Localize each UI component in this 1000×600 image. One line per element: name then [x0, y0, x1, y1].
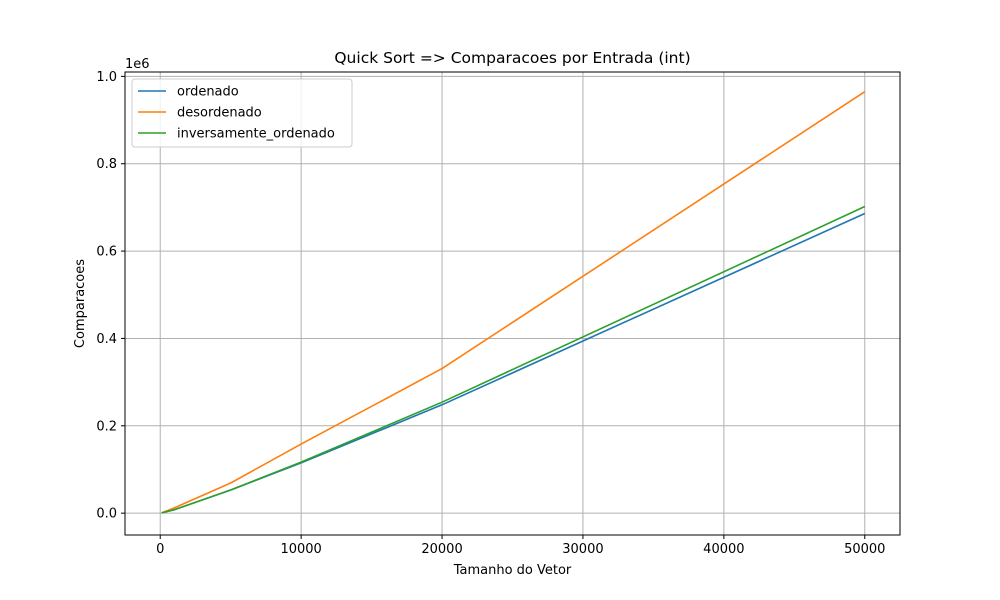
legend: ordenado desordenado inversamente_ordenado [131, 78, 353, 148]
y-tick-label: 1.0 [96, 70, 117, 85]
y-tick-label: 0.2 [96, 419, 117, 434]
legend-label: desordenado [177, 106, 262, 121]
x-tick-label: 20000 [421, 542, 462, 557]
y-tick-label: 0.4 [96, 332, 117, 347]
chart-title: Quick Sort => Comparacoes por Entrada (i… [334, 49, 690, 67]
series-line-inversamente_ordenado [161, 205, 866, 514]
plot-lines [161, 91, 866, 514]
y-tick-label: 0.6 [96, 245, 117, 260]
y-axis-offset-text: 1e6 [125, 57, 150, 72]
x-tick-label: 30000 [562, 542, 603, 557]
x-tick-label: 10000 [280, 542, 321, 557]
axis-ticks: 0 10000 20000 30000 40000 50000 0.0 0.2 0.4 0.6 0.… [96, 70, 885, 557]
legend-label: inversamente_ordenado [177, 127, 335, 142]
grid [125, 72, 900, 535]
x-tick-label: 0 [156, 542, 164, 557]
x-tick-label: 50000 [844, 542, 885, 557]
x-tick-label: 40000 [703, 542, 744, 557]
legend-box [131, 78, 353, 148]
y-axis-label: Comparacoes [73, 259, 88, 348]
plot-area-frame [124, 71, 901, 536]
legend-label: ordenado [177, 85, 239, 100]
x-axis-label: Tamanho do Vetor [453, 563, 572, 578]
series-line-desordenado [161, 91, 866, 514]
y-tick-label: 0.8 [96, 157, 117, 172]
y-tick-label: 0.0 [96, 507, 117, 522]
